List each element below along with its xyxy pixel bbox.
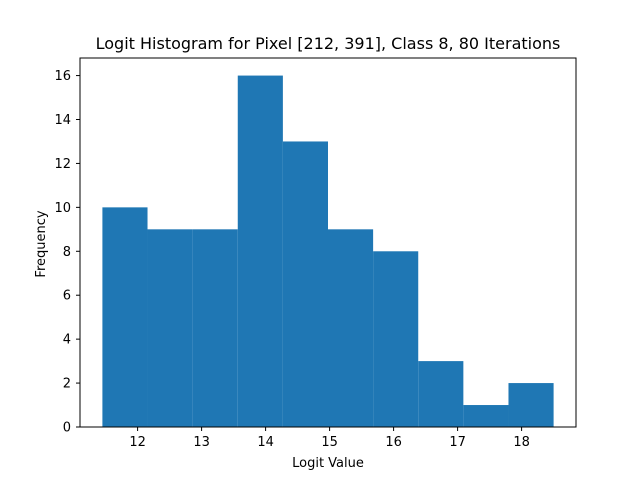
- x-tick-label: 16: [385, 435, 402, 450]
- y-tick-label: 10: [54, 201, 71, 216]
- y-axis-label: Frequency: [34, 210, 49, 277]
- histogram-bar: [147, 229, 193, 427]
- histogram-bar: [418, 361, 464, 427]
- y-tick-label: 2: [63, 377, 71, 392]
- bars-layer: [102, 75, 554, 428]
- histogram-bar: [463, 405, 509, 427]
- chart-title: Logit Histogram for Pixel [212, 391], Cl…: [96, 34, 561, 53]
- y-tick-label: 16: [54, 69, 71, 84]
- plot-frame: [79, 57, 577, 428]
- histogram-bar: [237, 75, 283, 428]
- y-tick-label: 14: [54, 113, 71, 128]
- histogram-bar: [373, 251, 419, 427]
- histogram-bar: [282, 141, 328, 427]
- histogram-bar: [192, 229, 238, 427]
- y-tick-label: 0: [63, 421, 71, 436]
- histogram-bar: [508, 383, 554, 427]
- axes-layer: 12 13 14 15 16 17 18 0 2 4 6 8 10 12 14 16: [54, 57, 577, 450]
- x-tick-label: 14: [257, 435, 274, 450]
- y-tick-label: 8: [63, 245, 71, 260]
- y-tick-label: 12: [54, 157, 71, 172]
- x-axis-label: Logit Value: [292, 456, 364, 471]
- x-tick-label: 17: [449, 435, 466, 450]
- x-tick-label: 15: [321, 435, 338, 450]
- x-tick-label: 12: [129, 435, 146, 450]
- x-tick-label: 13: [193, 435, 210, 450]
- y-tick-label: 4: [63, 333, 71, 348]
- histogram-bar: [328, 229, 374, 427]
- x-tick-label: 18: [513, 435, 530, 450]
- y-tick-label: 6: [63, 289, 71, 304]
- histogram-bar: [102, 207, 148, 427]
